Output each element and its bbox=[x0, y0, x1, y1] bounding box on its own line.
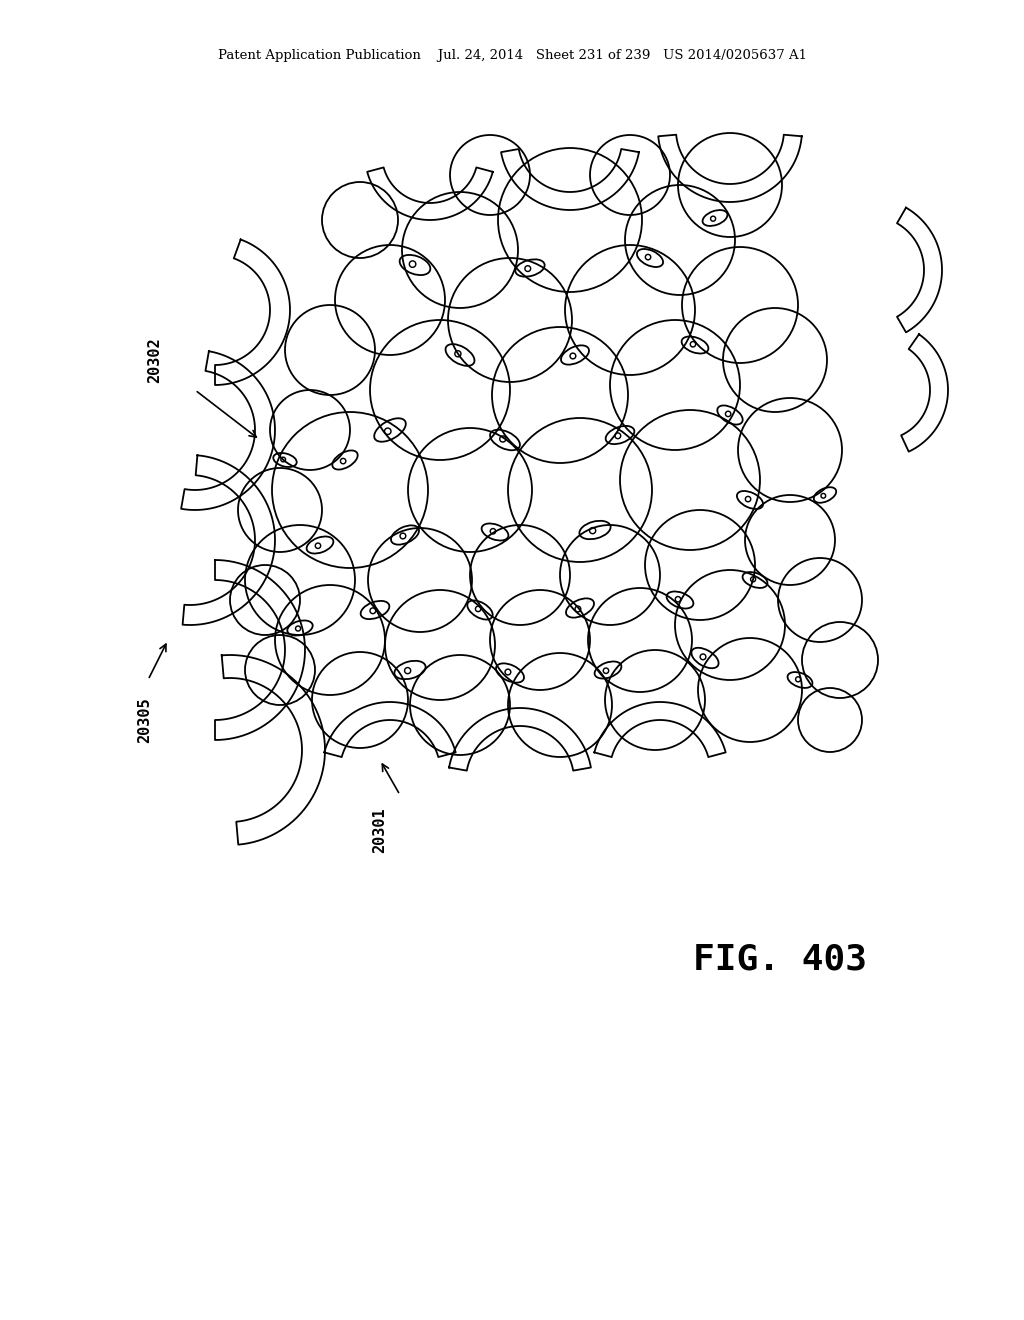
Text: Patent Application Publication    Jul. 24, 2014   Sheet 231 of 239   US 2014/020: Patent Application Publication Jul. 24, … bbox=[217, 49, 807, 62]
Text: FIG. 403: FIG. 403 bbox=[693, 942, 867, 977]
Text: 20305: 20305 bbox=[137, 697, 153, 743]
Text: 20301: 20301 bbox=[373, 808, 387, 853]
Text: 20302: 20302 bbox=[147, 337, 163, 383]
